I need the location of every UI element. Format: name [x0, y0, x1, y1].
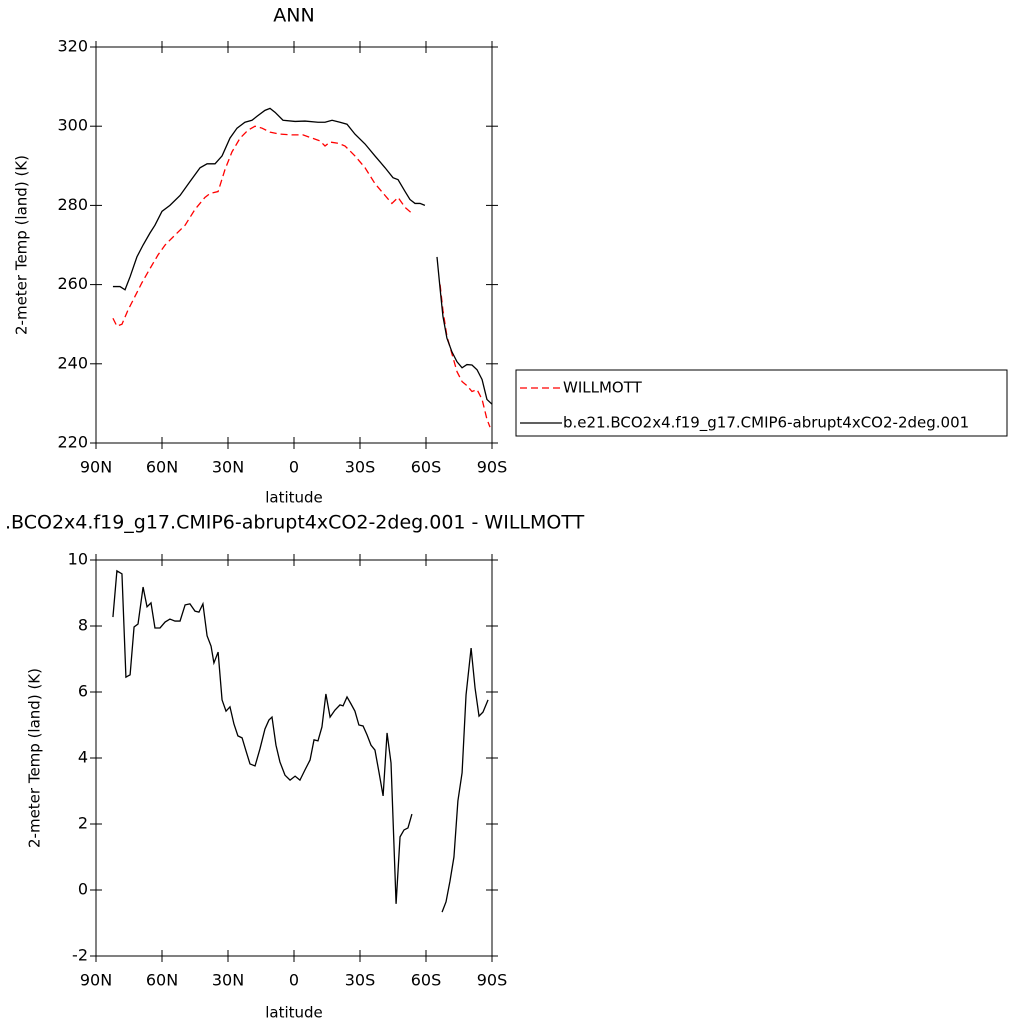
- y-tick-label: 240: [57, 353, 88, 372]
- x-tick-label: 90S: [477, 971, 508, 990]
- y-tick-label: 10: [68, 550, 88, 569]
- y-tick-label: 8: [78, 616, 88, 635]
- chart-title: .BCO2x4.f19_g17.CMIP6-abrupt4xCO2-2deg.0…: [5, 512, 585, 534]
- legend-label: b.e21.BCO2x4.f19_g17.CMIP6-abrupt4xCO2-2…: [563, 414, 969, 433]
- y-tick-label: 220: [57, 433, 88, 452]
- y-tick-label: 260: [57, 274, 88, 293]
- y-tick-label: 280: [57, 195, 88, 214]
- chart-title: ANN: [273, 5, 314, 27]
- data-line: [112, 569, 489, 913]
- x-tick-label: 30N: [212, 971, 244, 990]
- x-tick-label: 0: [289, 971, 299, 990]
- x-tick-label: 60N: [146, 458, 178, 477]
- y-axis-label: 2-meter Temp (land) (K): [13, 155, 31, 335]
- legend-box: [515, 369, 1008, 437]
- y-tick-label: -2: [72, 946, 88, 965]
- plot-frame: [95, 46, 493, 444]
- x-tick-label: 60N: [146, 971, 178, 990]
- x-tick-label: 90S: [477, 458, 508, 477]
- y-tick-label: 320: [57, 37, 88, 56]
- y-tick-label: 2: [78, 814, 88, 833]
- y-tick-label: 6: [78, 682, 88, 701]
- x-tick-label: 90N: [80, 458, 112, 477]
- x-tick-label: 90N: [80, 971, 112, 990]
- x-tick-label: 30N: [212, 458, 244, 477]
- x-tick-label: 0: [289, 458, 299, 477]
- data-line: [112, 125, 491, 428]
- x-axis-label: latitude: [265, 1004, 323, 1022]
- y-tick-label: 300: [57, 116, 88, 135]
- x-tick-label: 30S: [345, 971, 376, 990]
- x-tick-label: 60S: [411, 971, 442, 990]
- y-tick-label: 0: [78, 880, 88, 899]
- data-line: [112, 107, 493, 405]
- y-tick-label: 4: [78, 748, 88, 767]
- plot-frame: [95, 559, 493, 957]
- x-tick-label: 60S: [411, 458, 442, 477]
- x-tick-label: 30S: [345, 458, 376, 477]
- x-axis-label: latitude: [265, 489, 323, 507]
- y-axis-label: 2-meter Temp (land) (K): [26, 668, 44, 848]
- legend-label: WILLMOTT: [563, 379, 643, 397]
